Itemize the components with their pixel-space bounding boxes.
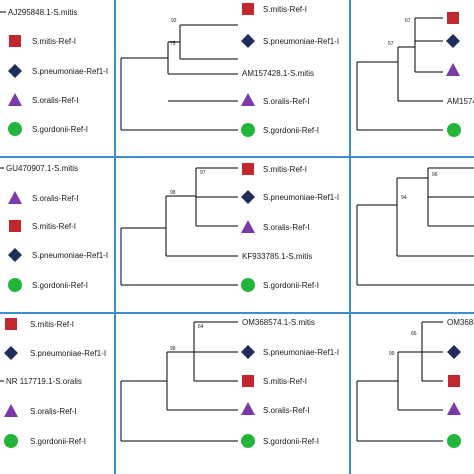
leaf-label: S.pneumoniae-Ref1-I (263, 193, 339, 202)
leaf-label: S.oralis-Ref-I (32, 96, 79, 105)
leaf-label: S.pneumoniae-Ref1-I (263, 37, 339, 46)
leaf-label: S.mitis-Ref-I (263, 165, 307, 174)
triangle-marker (8, 191, 22, 204)
leaf-label: S.oralis-Ref-I (32, 194, 79, 203)
diamond-marker (447, 345, 461, 359)
square-marker (242, 3, 254, 15)
triangle-marker (4, 404, 18, 417)
leaf-label: AM1574 (447, 97, 474, 106)
circle-marker (8, 122, 22, 136)
circle-marker (447, 434, 461, 448)
panel-r1c2: 92 75 S.mitis-Ref-I S.pneumoniae-Ref1-I … (120, 3, 339, 137)
triangle-marker (8, 93, 22, 106)
leaf-label: AM157428.1-S.mitis (242, 69, 314, 78)
leaf-label: AJ295848.1-S.mitis (8, 8, 77, 17)
triangle-marker (241, 220, 255, 233)
panel-r2c3: 96 94 (356, 167, 474, 286)
square-marker (9, 220, 21, 232)
tree-branches (356, 17, 443, 131)
square-marker (242, 163, 254, 175)
leaf-label: S.pneumoniae-Ref1-I (32, 251, 108, 260)
circle-marker (8, 278, 22, 292)
square-marker (448, 375, 460, 387)
panel-r2c2: 97 98 S.mitis-Ref-I S.pneumoniae-Ref1-I … (120, 163, 339, 292)
tree-branches (356, 167, 474, 286)
square-marker (9, 35, 21, 47)
diamond-marker (241, 345, 255, 359)
circle-marker (241, 123, 255, 137)
leaf-label: OM3685 (447, 318, 474, 327)
bootstrap-value: 64 (198, 324, 204, 330)
leaf-label: S.oralis-Ref-I (263, 223, 310, 232)
triangle-marker (446, 63, 460, 76)
leaf-label: S.pneumoniae-Ref1-I (263, 348, 339, 357)
bootstrap-value: 75 (170, 41, 176, 47)
leaf-label: S.pneumoniae-Ref1-I (30, 349, 106, 358)
circle-marker (241, 434, 255, 448)
tree-branches (120, 24, 238, 131)
leaf-label: S.gordonii-Ref-I (32, 125, 88, 134)
circle-marker (4, 434, 18, 448)
panel-r3c1: S.mitis-Ref-I S.pneumoniae-Ref1-I NR 117… (0, 318, 106, 448)
leaf-label: KF933785.1-S.mitis (242, 252, 312, 261)
leaf-label: S.oralis-Ref-I (263, 406, 310, 415)
diamond-marker (446, 34, 460, 48)
bootstrap-value: 92 (171, 18, 177, 24)
bootstrap-value: 94 (401, 195, 407, 201)
triangle-marker (241, 402, 255, 415)
leaf-label: S.mitis-Ref-I (263, 5, 307, 14)
leaf-label: S.mitis-Ref-I (263, 377, 307, 386)
diamond-marker (8, 248, 22, 262)
leaf-label: S.gordonii-Ref-I (263, 437, 319, 446)
circle-marker (447, 123, 461, 137)
diamond-marker (241, 190, 255, 204)
leaf-label: OM368574.1-S.mitis (242, 318, 315, 327)
bootstrap-value: 66 (411, 331, 417, 337)
tree-branches (120, 167, 238, 286)
bootstrap-value: 99 (389, 351, 395, 357)
panel-r2c1: GU470907.1-S.mitis S.oralis-Ref-I S.miti… (0, 164, 108, 292)
leaf-label: GU470907.1-S.mitis (6, 164, 78, 173)
leaf-label: S.gordonii-Ref-I (263, 126, 319, 135)
panel-r1c3: 67 57 AM1574 (356, 12, 474, 137)
square-marker (447, 12, 459, 24)
bootstrap-value: 96 (432, 172, 438, 178)
bootstrap-value: 98 (170, 346, 176, 352)
leaf-label: S.mitis-Ref-I (32, 222, 76, 231)
bootstrap-value: 97 (200, 170, 206, 176)
diamond-marker (8, 64, 22, 78)
tree-branches (120, 321, 238, 442)
leaf-label: NR 117719.1-S.oralis (6, 377, 82, 386)
leaf-label: S.pneumoniae-Ref1-I (32, 67, 108, 76)
leaf-label: S.mitis-Ref-I (30, 320, 74, 329)
panel-r1c1: AJ295848.1-S.mitis S.mitis-Ref-I S.pneum… (0, 8, 108, 136)
panel-r3c3: 66 99 OM3685 (356, 318, 474, 448)
leaf-label: S.gordonii-Ref-I (32, 281, 88, 290)
leaf-label: S.oralis-Ref-I (30, 407, 77, 416)
diamond-marker (4, 346, 18, 360)
triangle-marker (241, 93, 255, 106)
leaf-label: S.mitis-Ref-I (32, 37, 76, 46)
square-marker (5, 318, 17, 330)
diamond-marker (241, 34, 255, 48)
leaf-label: S.gordonii-Ref-I (30, 437, 86, 446)
square-marker (242, 375, 254, 387)
leaf-label: S.gordonii-Ref-I (263, 281, 319, 290)
triangle-marker (447, 402, 461, 415)
tree-branches (356, 321, 443, 442)
circle-marker (241, 278, 255, 292)
panel-r3c2: 64 98 OM368574.1-S.mitis S.pneumoniae-Re… (120, 318, 339, 448)
bootstrap-value: 57 (388, 41, 394, 47)
bootstrap-value: 98 (170, 190, 176, 196)
leaf-label: S.oralis-Ref-I (263, 97, 310, 106)
bootstrap-value: 67 (405, 18, 411, 24)
